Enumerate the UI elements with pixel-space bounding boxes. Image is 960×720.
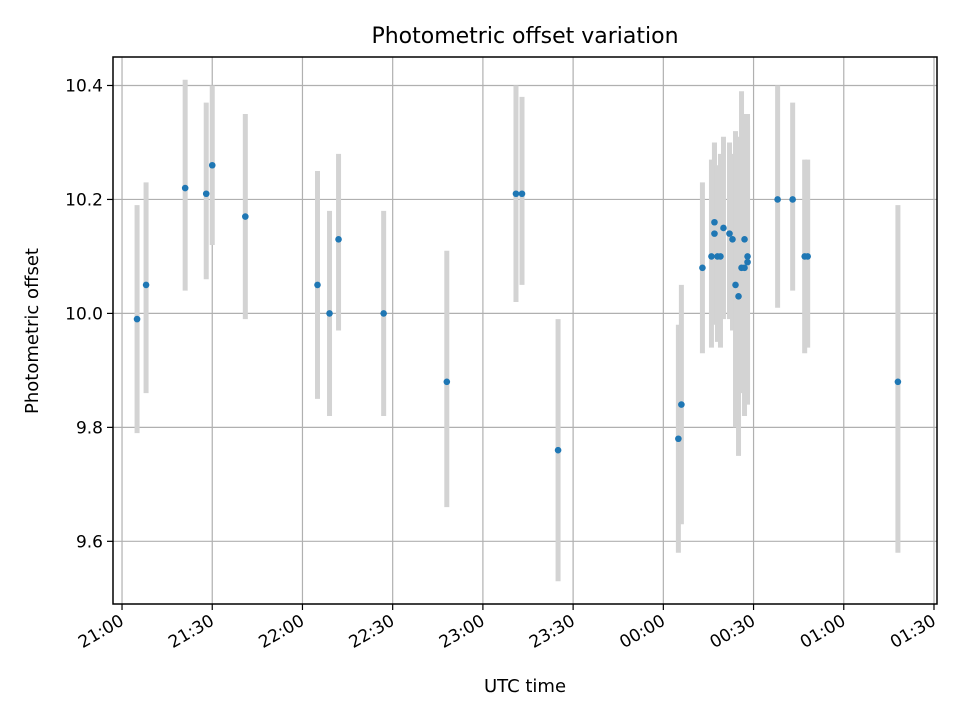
data-point	[699, 264, 706, 272]
data-point	[678, 401, 685, 408]
data-point	[443, 378, 451, 386]
y-axis-label: Photometric offset	[22, 248, 43, 414]
data-point	[729, 236, 736, 243]
data-point	[512, 190, 520, 198]
data-point	[741, 236, 748, 243]
data-point	[789, 196, 796, 203]
data-point	[717, 253, 724, 260]
y-tick-label: 10.0	[65, 304, 103, 324]
data-point	[741, 264, 748, 272]
data-point	[708, 253, 715, 260]
data-point	[142, 281, 150, 289]
data-point	[675, 435, 682, 443]
data-point	[554, 446, 562, 454]
data-point	[894, 378, 902, 386]
chart-title: Photometric offset variation	[371, 24, 678, 49]
data-point	[335, 236, 342, 243]
data-point	[242, 213, 249, 220]
y-tick-label: 9.6	[76, 532, 103, 552]
grid	[113, 57, 937, 604]
y-tick-label: 9.8	[76, 418, 103, 438]
data-point	[711, 218, 718, 226]
plot-frame	[112, 56, 938, 605]
data-point	[735, 293, 742, 300]
data-point	[208, 161, 216, 169]
data-point	[744, 253, 751, 260]
data-point	[744, 258, 751, 266]
data-point	[202, 190, 210, 198]
data-point	[181, 184, 189, 192]
x-axis-label: UTC time	[484, 676, 566, 697]
data-point	[380, 310, 387, 317]
data-points	[133, 161, 902, 454]
data-point	[133, 315, 141, 323]
data-point	[804, 253, 811, 260]
data-point	[732, 281, 739, 289]
data-point	[726, 230, 733, 237]
data-point	[774, 196, 781, 203]
y-tick-label: 10.4	[65, 76, 103, 96]
data-point	[314, 281, 321, 289]
data-point	[720, 224, 727, 232]
data-point	[518, 190, 526, 198]
y-tick-label: 10.2	[65, 190, 103, 210]
data-point	[711, 230, 718, 237]
data-point	[326, 310, 333, 317]
